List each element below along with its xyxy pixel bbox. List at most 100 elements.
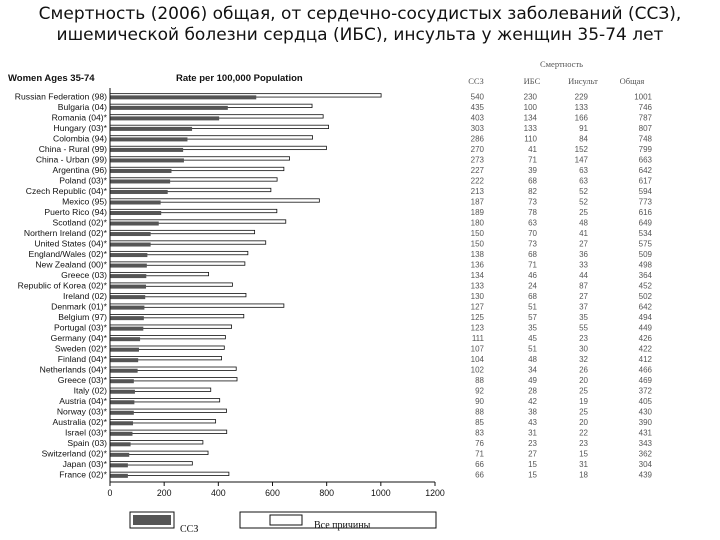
table-cell: 48 xyxy=(579,218,588,227)
table-cell: 125 xyxy=(471,313,485,322)
table-cell: 20 xyxy=(579,376,588,385)
table-cell: 51 xyxy=(528,345,537,354)
table-cell: 390 xyxy=(639,418,653,427)
bar-cvd xyxy=(110,410,134,415)
table-cell: 51 xyxy=(528,303,537,312)
category-label: Northern Ireland (02)* xyxy=(24,228,108,238)
table-cell: 594 xyxy=(639,187,653,196)
table-cell: 111 xyxy=(472,334,485,343)
table-cell: 88 xyxy=(475,376,484,385)
table-cell: 57 xyxy=(528,313,537,322)
bar-cvd xyxy=(110,452,130,457)
table-cell: 39 xyxy=(528,166,537,175)
table-cell: 273 xyxy=(471,155,485,164)
category-label: Romania (04)* xyxy=(52,112,108,122)
table-cell: 469 xyxy=(639,376,653,385)
category-label: United States (04)* xyxy=(34,238,107,248)
table-cell: 45 xyxy=(528,334,537,343)
table-column-header: ИБС xyxy=(524,76,541,86)
table-cell: 37 xyxy=(579,303,588,312)
table-cell: 616 xyxy=(639,208,653,217)
table-cell: 127 xyxy=(471,303,485,312)
table-cell: 133 xyxy=(524,124,538,133)
table-cell: 76 xyxy=(475,439,484,448)
x-axis-title: Rate per 100,000 Population xyxy=(176,73,303,84)
bar-cvd xyxy=(110,211,162,216)
table-cell: 20 xyxy=(579,418,588,427)
table-cell: 73 xyxy=(528,197,537,206)
table-cell: 412 xyxy=(639,355,653,364)
category-label: New Zealand (00)* xyxy=(35,259,107,269)
category-label: Germany (04)* xyxy=(51,333,108,343)
table-cell: 422 xyxy=(639,345,653,354)
x-tick-label: 1000 xyxy=(371,488,391,498)
bar-cvd xyxy=(110,253,148,258)
category-label: Portugal (03)* xyxy=(54,323,108,333)
bar-cvd xyxy=(110,126,193,131)
table-cell: 71 xyxy=(528,260,537,269)
table-cell: 230 xyxy=(524,92,538,101)
table-cell: 35 xyxy=(579,313,588,322)
table-cell: 534 xyxy=(639,229,653,238)
category-label: Bulgaria (04) xyxy=(58,102,107,112)
category-label: China - Rural (99) xyxy=(39,144,107,154)
x-tick-label: 0 xyxy=(108,488,113,498)
table-cell: 38 xyxy=(528,408,537,417)
table-cell: 452 xyxy=(639,282,653,291)
table-column-headers: ССЗ ИБС Инсульт Общая xyxy=(468,76,644,86)
table-column-header: ССЗ xyxy=(468,76,484,86)
category-label: Belgium (97) xyxy=(58,312,107,322)
table-cell: 36 xyxy=(579,250,588,259)
category-label: Puerto Rico (94) xyxy=(44,207,107,217)
table-cell: 147 xyxy=(575,155,589,164)
table-cell: 138 xyxy=(471,250,485,259)
table-cell: 435 xyxy=(471,103,485,112)
table-cell: 286 xyxy=(471,134,485,143)
legend-frame-cvd xyxy=(129,511,175,529)
table-cell: 102 xyxy=(471,366,485,375)
table-cell: 24 xyxy=(528,282,537,291)
category-label: Sweden (02)* xyxy=(55,344,108,354)
table-cell: 372 xyxy=(639,387,653,396)
table-cell: 405 xyxy=(639,397,653,406)
category-label: Israel (03)* xyxy=(65,428,108,438)
x-tick-label: 600 xyxy=(265,488,280,498)
table-cell: 430 xyxy=(639,408,653,417)
table-cell: 15 xyxy=(528,460,537,469)
table-cell: 431 xyxy=(639,429,653,438)
category-label: Greece (03)* xyxy=(58,375,108,385)
table-cell: 23 xyxy=(579,334,588,343)
table-cell: 82 xyxy=(528,187,537,196)
title-line-2: ишемической болезни сердца (ИБС), инсуль… xyxy=(56,25,664,45)
table-cell: 364 xyxy=(639,271,653,280)
category-label: France (02)* xyxy=(59,470,107,480)
table-cell: 34 xyxy=(528,366,537,375)
table-cell: 502 xyxy=(639,292,653,301)
table-cell: 71 xyxy=(528,155,537,164)
table-cell: 31 xyxy=(579,460,588,469)
table-cell: 136 xyxy=(471,260,485,269)
bar-cvd xyxy=(110,389,135,394)
category-label: Colombia (94) xyxy=(53,133,107,143)
title-line-1: Смертность (2006) общая, от сердечно-сос… xyxy=(38,4,682,24)
table-group-header: Смертность xyxy=(540,59,583,69)
table-cell: 189 xyxy=(471,208,485,217)
legend-label-cvd: ССЗ xyxy=(180,524,198,535)
category-label: Hungary (03)* xyxy=(54,123,108,133)
table-cell: 26 xyxy=(579,366,588,375)
category-label: Finland (04)* xyxy=(58,354,108,364)
bar-cvd xyxy=(110,284,147,289)
table-cell: 133 xyxy=(471,282,485,291)
table-cell: 25 xyxy=(579,208,588,217)
table-cell: 152 xyxy=(575,145,589,154)
legend-frame-all xyxy=(239,511,437,529)
bar-cvd xyxy=(110,463,128,468)
table-cell: 426 xyxy=(639,334,653,343)
table-cell: 73 xyxy=(528,239,537,248)
table-cell: 130 xyxy=(471,292,485,301)
table-cell: 166 xyxy=(575,113,589,122)
table-cell: 1001 xyxy=(634,92,652,101)
table-cell: 746 xyxy=(639,103,653,112)
table-cell: 509 xyxy=(639,250,653,259)
table-cell: 25 xyxy=(579,408,588,417)
